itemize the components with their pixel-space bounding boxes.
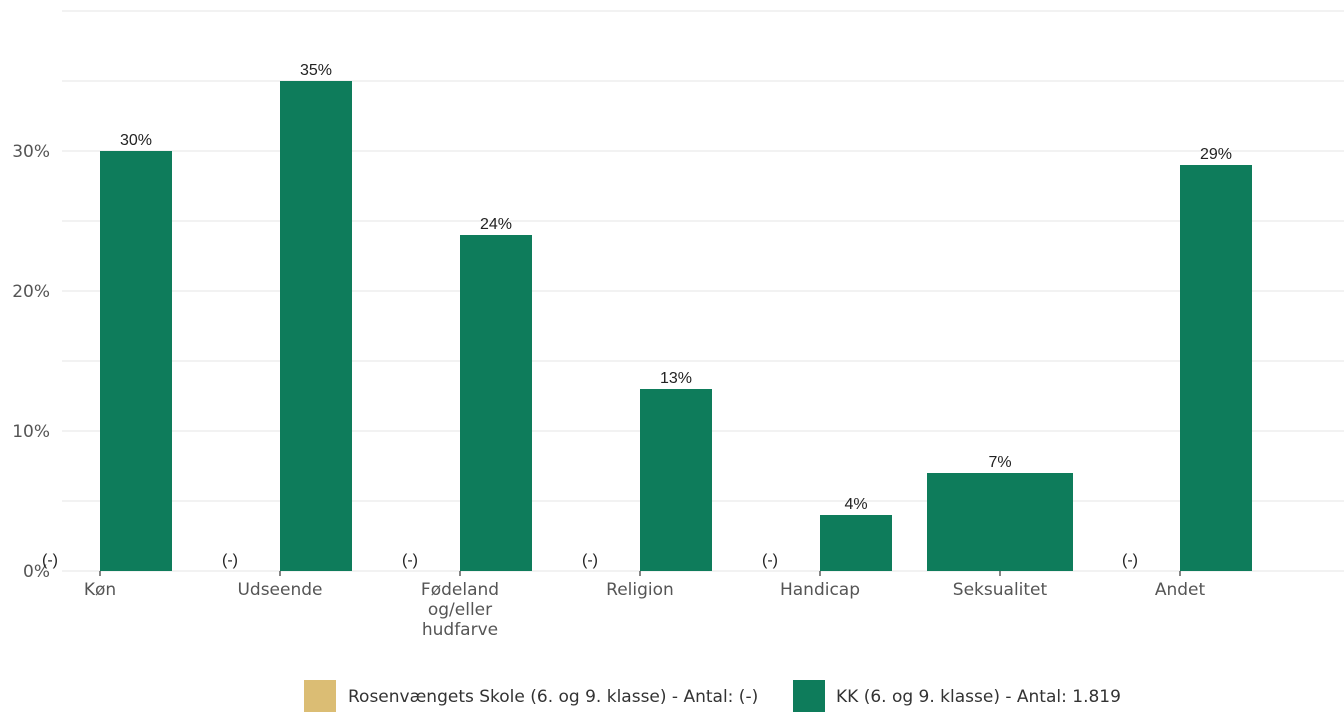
grid-lines [62,10,1344,572]
y-tick-label: 20% [12,282,50,302]
legend-swatch-rosenvaengets [304,680,336,712]
x-tick-label: Handicap [780,580,860,600]
legend: Rosenvængets Skole (6. og 9. klasse) - A… [304,680,1121,712]
data-label-kk: 7% [988,454,1011,471]
bar-kk [927,473,1073,571]
data-labels: (-) 30% (-) 35% (-) 24% (-) 13% (-) 4% 7% (-) 29% [42,62,1232,569]
y-tick-label: 30% [12,142,50,162]
y-tick-label: 0% [23,562,50,582]
data-label-kk: 35% [300,62,332,79]
bar-kk [460,235,532,571]
x-tick-label: Religion [606,580,674,600]
bar-kk [100,151,172,571]
bar-kk [280,81,352,571]
bar-kk [820,515,892,571]
y-axis-ticks: 0% 10% 20% 30% [12,142,50,582]
y-tick-label: 10% [12,422,50,442]
legend-label-rosenvaengets: Rosenvængets Skole (6. og 9. klasse) - A… [348,687,758,707]
data-label-rosenvaengets: (-) [582,552,598,569]
data-label-rosenvaengets: (-) [402,552,418,569]
x-tick-label: Køn [84,580,116,600]
x-tick-label: Seksualitet [953,580,1048,600]
data-label-kk: 13% [660,370,692,387]
x-tick-label: Andet [1155,580,1206,600]
data-label-rosenvaengets: (-) [762,552,778,569]
data-label-kk: 29% [1200,146,1232,163]
bars [100,81,1252,571]
x-tick-label: Udseende [237,580,322,600]
data-label-rosenvaengets: (-) [1122,552,1138,569]
bar-kk [640,389,712,571]
data-label-rosenvaengets: (-) [42,552,58,569]
data-label-kk: 4% [844,496,867,513]
data-label-rosenvaengets: (-) [222,552,238,569]
x-axis-ticks: Køn Udseende Fødeland og/eller hudfarve Relig… [84,571,1206,640]
x-tick-label: Fødeland og/eller hudfarve [421,580,499,640]
data-label-kk: 24% [480,216,512,233]
data-label-kk: 30% [120,132,152,149]
legend-label-kk: KK (6. og 9. klasse) - Antal: 1.819 [836,687,1121,707]
legend-swatch-kk [793,680,825,712]
bar-kk [1180,165,1252,571]
